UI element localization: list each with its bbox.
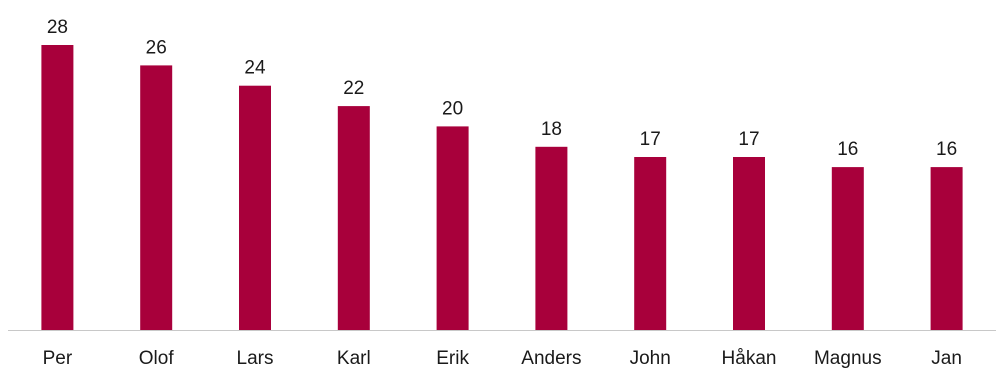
bar-anders (535, 146, 568, 330)
value-label: 22 (343, 78, 364, 99)
x-tick-label: Håkan (722, 348, 777, 369)
x-tick-label: John (630, 348, 671, 369)
bar-håkan (733, 157, 765, 330)
value-label: 26 (146, 37, 167, 58)
value-label: 17 (738, 129, 759, 150)
x-tick-label: Erik (436, 348, 469, 369)
bar-erik (436, 126, 469, 331)
bar-karl (337, 106, 370, 330)
bar-jan (930, 167, 963, 330)
x-tick-label: Karl (337, 348, 371, 369)
x-tick-label: Olof (139, 348, 175, 369)
bar-per (41, 45, 74, 330)
value-label: 16 (837, 139, 858, 160)
value-label: 20 (442, 98, 463, 119)
bars-layer (41, 45, 963, 331)
x-tick-label: Jan (931, 348, 962, 369)
value-label: 28 (47, 17, 68, 38)
x-tick-labels: Per Olof Lars Karl Erik Anders John Håkan Magnus… (43, 348, 962, 369)
value-label: 16 (936, 139, 957, 160)
bar-magnus (831, 167, 864, 330)
value-labels-layer: 28 26 24 22 20 18 17 17 16 16 (47, 17, 957, 160)
x-tick-label: Magnus (814, 348, 882, 369)
bar-olof (140, 65, 173, 331)
value-label: 18 (541, 119, 562, 140)
value-label: 24 (244, 58, 266, 79)
bar-lars (239, 85, 271, 330)
bar-john (634, 157, 667, 330)
x-tick-label: Anders (521, 348, 581, 369)
x-tick-label: Per (43, 348, 73, 369)
x-tick-label: Lars (237, 348, 274, 369)
value-label: 17 (640, 129, 661, 150)
